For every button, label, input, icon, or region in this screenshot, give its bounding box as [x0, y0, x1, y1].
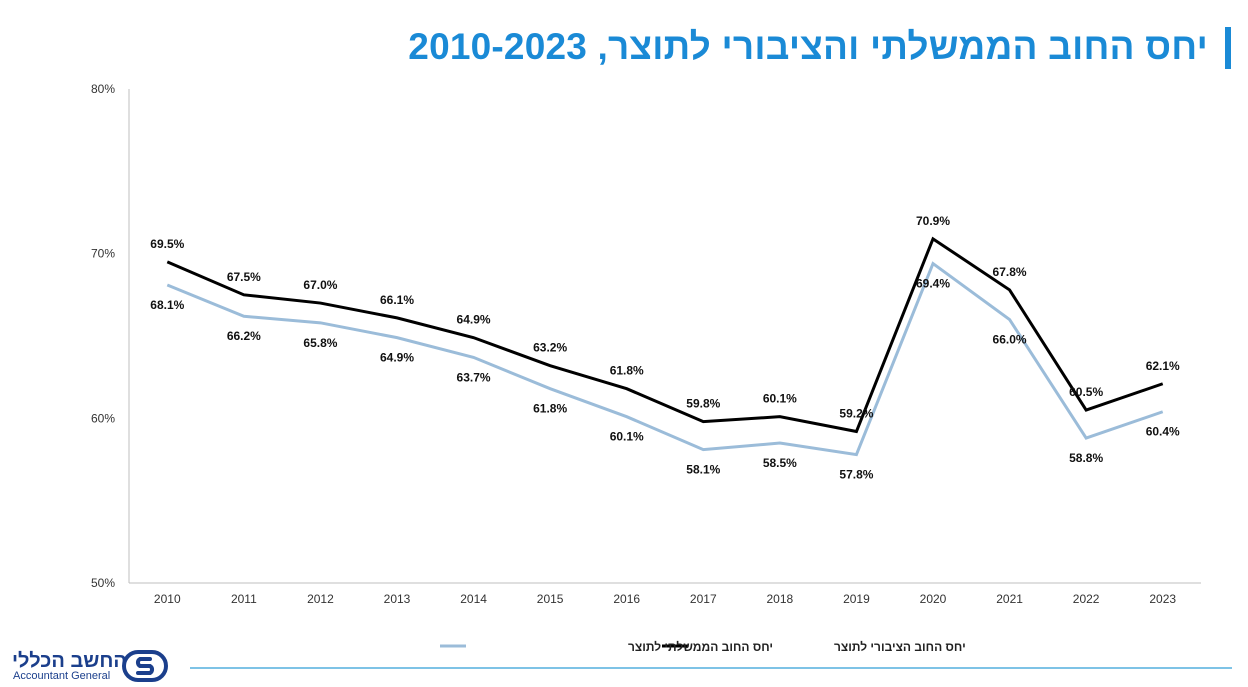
x-tick-label: 2022 — [1073, 592, 1100, 606]
government-debt-data-label: 58.1% — [686, 463, 720, 477]
x-tick-label: 2012 — [307, 592, 334, 606]
government-debt-data-label: 68.1% — [150, 298, 184, 312]
x-tick-label: 2010 — [154, 592, 181, 606]
page-title: יחס החוב הממשלתי והציבורי לתוצר, 2010-20… — [408, 26, 1208, 67]
public-debt-data-label: 69.5% — [150, 237, 184, 251]
public-debt-data-label: 60.1% — [763, 392, 797, 406]
logo-text-hebrew: החשב הכללי — [12, 650, 127, 672]
x-tick-label: 2017 — [690, 592, 717, 606]
government-debt-data-label: 66.0% — [993, 333, 1027, 347]
government-debt-data-label: 58.8% — [1069, 451, 1103, 465]
x-tick-label: 2013 — [384, 592, 411, 606]
public-debt-data-label: 59.8% — [686, 397, 720, 411]
government-debt-data-label: 61.8% — [533, 402, 567, 416]
government-debt-data-label: 60.1% — [610, 430, 644, 444]
x-tick-label: 2016 — [613, 592, 640, 606]
public-debt-data-label: 64.9% — [457, 313, 491, 327]
legend-label-public: יחס החוב הציבורי לתוצר — [834, 640, 966, 654]
public-debt-data-label: 70.9% — [916, 214, 950, 228]
x-tick-label: 2011 — [231, 592, 257, 606]
public-debt-line — [166, 236, 1164, 434]
y-tick-label: 50% — [91, 576, 115, 590]
government-debt-line — [166, 261, 1164, 457]
x-tick-label: 2019 — [843, 592, 870, 606]
public-debt-data-label: 62.1% — [1146, 359, 1180, 373]
government-debt-data-label: 57.8% — [839, 468, 873, 482]
public-debt-data-label: 63.2% — [533, 341, 567, 355]
logo-text-english: Accountant General — [13, 670, 111, 682]
government-debt-data-label: 65.8% — [303, 336, 337, 350]
public-debt-data-label: 60.5% — [1069, 385, 1103, 399]
x-tick-label: 2023 — [1149, 592, 1176, 606]
public-debt-data-label: 67.0% — [303, 278, 337, 292]
government-debt-data-label: 69.4% — [916, 277, 950, 291]
government-debt-data-label: 66.2% — [227, 329, 261, 343]
government-debt-data-label: 64.9% — [380, 351, 414, 365]
y-tick-label: 70% — [91, 247, 115, 261]
x-tick-label: 2020 — [920, 592, 947, 606]
public-debt-data-label: 59.2% — [839, 407, 873, 421]
x-tick-label: 2015 — [537, 592, 564, 606]
y-tick-label: 80% — [91, 82, 115, 96]
government-debt-data-label: 63.7% — [457, 370, 491, 384]
x-tick-label: 2021 — [996, 592, 1023, 606]
public-debt-data-label: 66.1% — [380, 293, 414, 307]
public-debt-data-label: 61.8% — [610, 364, 644, 378]
legend-label-government: יחס החוב הממשלתי לתוצר — [628, 640, 773, 654]
public-debt-data-label: 67.8% — [993, 265, 1027, 279]
footer-divider — [190, 667, 1232, 669]
government-debt-data-label: 60.4% — [1146, 425, 1180, 439]
government-debt-data-label: 58.5% — [763, 456, 797, 470]
public-debt-data-label: 67.5% — [227, 270, 261, 284]
title-accent-bar — [1225, 27, 1231, 69]
y-tick-label: 60% — [91, 411, 115, 425]
accountant-general-logo-icon — [122, 650, 168, 682]
x-tick-label: 2018 — [767, 592, 794, 606]
x-tick-label: 2014 — [460, 592, 487, 606]
